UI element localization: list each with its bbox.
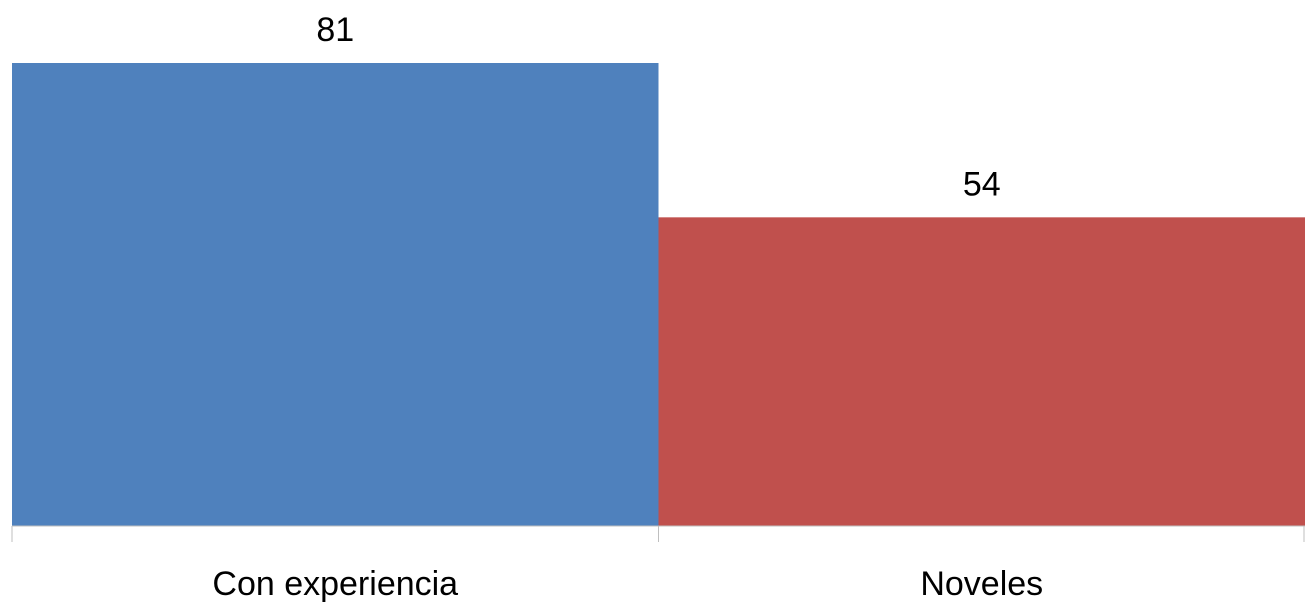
data-label-0: 81 — [316, 11, 354, 49]
bar-0 — [12, 63, 659, 526]
bar-1 — [659, 217, 1305, 526]
x-tick-label-0: Con experiencia — [212, 565, 458, 603]
x-tick-label-1: Noveles — [920, 565, 1043, 603]
plot-area: 81 Con experiencia 54 Noveles — [12, 11, 1305, 603]
data-label-1: 54 — [963, 165, 1001, 203]
